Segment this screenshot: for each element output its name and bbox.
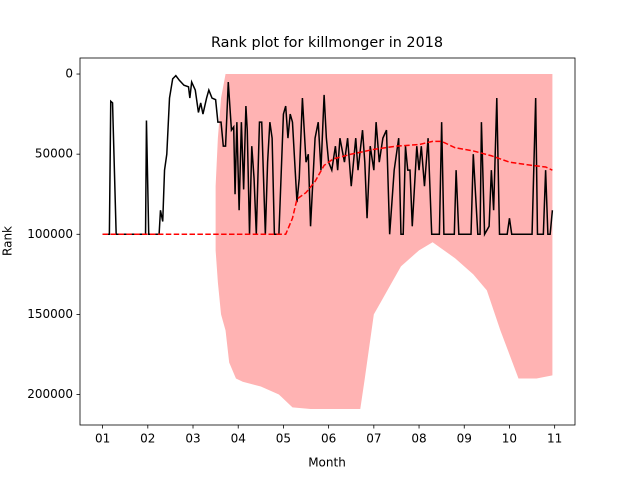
y-tick-label: 100000	[27, 227, 73, 241]
x-tick-label: 01	[95, 432, 110, 446]
axes-frame	[79, 57, 576, 426]
x-tick-label: 06	[321, 432, 336, 446]
y-tick-label: 0	[65, 67, 73, 81]
x-tick-label: 05	[276, 432, 291, 446]
y-tick-label: 200000	[27, 387, 73, 401]
dashed-line	[102, 140, 553, 236]
x-tick-label: 02	[140, 432, 155, 446]
x-tick-label: 04	[231, 432, 246, 446]
y-tick-label: 50000	[35, 147, 73, 161]
x-tick-label: 03	[185, 432, 200, 446]
x-tick-label: 07	[366, 432, 381, 446]
x-tick-label: 09	[457, 432, 472, 446]
rank-line	[102, 74, 554, 238]
chart-title: Rank plot for killmonger in 2018	[211, 35, 443, 51]
y-tick-label: 150000	[27, 307, 73, 321]
y-axis-label: Rank	[1, 226, 15, 256]
x-tick-label: 10	[502, 432, 517, 446]
x-axis-label: Month	[308, 456, 346, 470]
x-tick-label: 11	[547, 432, 562, 446]
x-tick-label: 08	[411, 432, 426, 446]
